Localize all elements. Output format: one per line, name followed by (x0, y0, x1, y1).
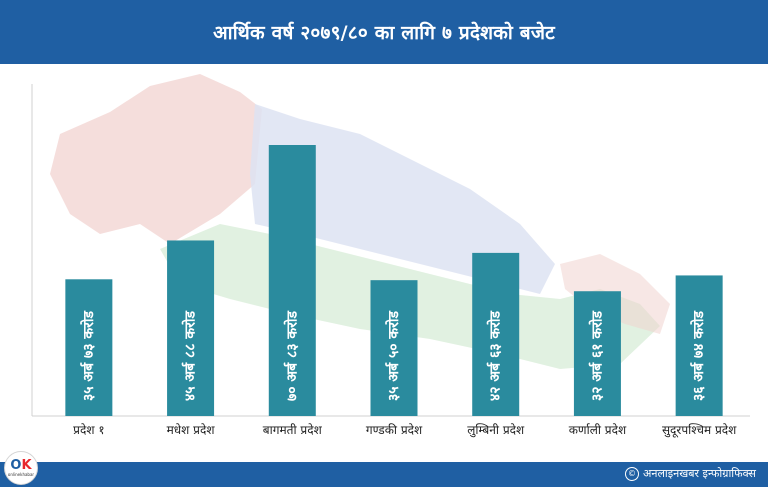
bars-group (65, 145, 723, 416)
value-label-5: ४२ अर्ब ६३ करोड (487, 310, 504, 401)
x-tick-label-4: गण्डकी प्रदेश (366, 423, 423, 437)
value-label-3: ७० अर्ब ८३ करोड (283, 310, 300, 401)
bar-1 (65, 279, 113, 416)
credit: © अनलाइनखबर इन्फोग्राफिक्स (624, 466, 756, 481)
map-region-west (50, 74, 262, 244)
x-tick-labels-group: प्रदेश १ मधेश प्रदेश बागमती प्रदेश गण्डकी प… (73, 423, 737, 438)
value-label-4: ३५ अर्ब ५० करोड (385, 310, 402, 401)
x-tick-label-7: सुदूरपश्चिम प्रदेश (662, 423, 737, 438)
x-tick-label-1: प्रदेश १ (73, 423, 104, 437)
chart-title: आर्थिक वर्ष २०७९/८० का लागि ७ प्रदेशको ब… (213, 22, 555, 44)
logo-subtext: onlinekhabar (7, 471, 35, 477)
x-tick-label-2: मधेश प्रदेश (167, 423, 216, 437)
logo-o: O (10, 457, 22, 473)
chart-header: आर्थिक वर्ष २०७९/८० का लागि ७ प्रदेशको ब… (0, 0, 768, 64)
chart-area: ३५ अर्ब ७३ करोड ४५ अर्ब ८८ करोड ७० अर्ब ८३… (0, 64, 768, 462)
bar-3 (268, 145, 316, 416)
bar-6 (573, 291, 621, 416)
footer-bar (0, 462, 768, 487)
bar-5 (472, 252, 520, 416)
value-label-2: ४५ अर्ब ८८ करोड (182, 310, 199, 401)
bar-chart: ३५ अर्ब ७३ करोड ४५ अर्ब ८८ करोड ७० अर्ब ८३… (31, 84, 750, 438)
value-labels-group: ३५ अर्ब ७३ करोड ४५ अर्ब ८८ करोड ७० अर्ब ८३… (80, 310, 707, 401)
logo-k: K (21, 457, 32, 473)
x-tick-label-5: लुम्बिनी प्रदेश (467, 423, 525, 438)
map-region-center (250, 104, 555, 294)
x-tick-label-3: बागमती प्रदेश (263, 423, 323, 437)
onlinekhabar-logo: OK onlinekhabar (4, 451, 38, 485)
copyright-icon: © (624, 466, 639, 481)
value-label-7: ३६ अर्ब ७४ करोड (690, 310, 707, 401)
bar-4 (370, 280, 418, 416)
logo-mark: OK (10, 457, 32, 473)
bar-2 (167, 240, 215, 416)
credit-text: अनलाइनखबर इन्फोग्राफिक्स (642, 467, 756, 480)
value-label-6: ३२ अर्ब ६१ करोड (588, 310, 605, 401)
value-label-1: ३५ अर्ब ७३ करोड (80, 310, 97, 401)
x-tick-label-6: कर्णाली प्रदेश (569, 423, 627, 437)
bar-7 (675, 275, 723, 416)
